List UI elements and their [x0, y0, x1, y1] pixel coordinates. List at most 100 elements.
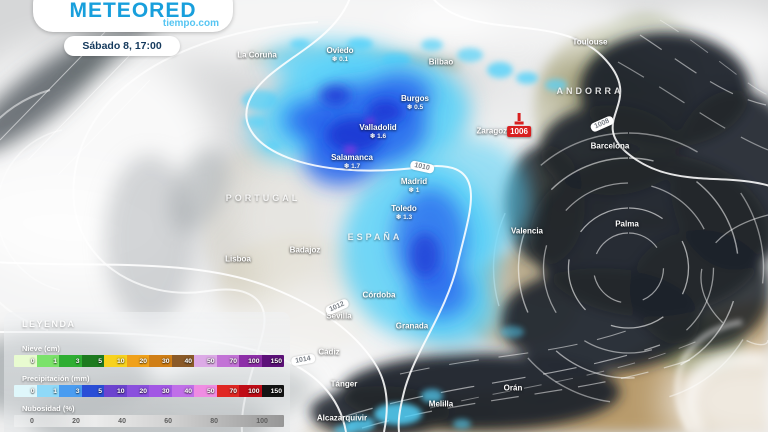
- city-label: Barcelona: [591, 142, 630, 151]
- city-name: Granada: [395, 321, 429, 331]
- city-label: Cádiz: [318, 348, 339, 357]
- city-label: Bilbao: [429, 58, 453, 67]
- pressure-value: 1006: [507, 126, 531, 137]
- legend-scale-segment: 20: [126, 385, 149, 397]
- cloud-scale-tick: 80: [210, 417, 219, 425]
- city-name: Valencia: [510, 226, 544, 236]
- logo-card: METEORED tiempo.com: [33, 0, 233, 32]
- legend-scale-segment: 40: [171, 355, 194, 367]
- city-label: Madrid ❄ 1: [401, 177, 427, 195]
- city-name: Zaragoza: [476, 126, 512, 136]
- legend-panel: LEYENDA Nieve (cm) 0 1 3 5 10 20 30 40 50 70 100 150…: [4, 312, 290, 432]
- legend-scale-segment: 20: [126, 355, 149, 367]
- city-name: Salamanca: [331, 153, 373, 162]
- cloud-scale-tick: 40: [118, 417, 126, 425]
- legend-scale-segment: 150: [261, 355, 284, 367]
- city-name: Bilbao: [428, 57, 454, 67]
- datetime-label: Sábado 8, 17:00: [82, 40, 162, 52]
- legend-scale-segment: 30: [149, 355, 172, 367]
- low-pressure-marker: 1006: [507, 112, 531, 137]
- city-label: Zaragoza: [476, 127, 511, 136]
- city-label: Tánger: [331, 380, 358, 389]
- legend-scale-segment: 0: [14, 355, 37, 367]
- city-label: Granada: [396, 322, 428, 331]
- city-label: La Coruña: [237, 51, 277, 60]
- legend-scale-segment: 30: [149, 385, 172, 397]
- city-label: Salamanca ❄ 1.7: [331, 153, 373, 171]
- city-label: Melilla: [429, 400, 453, 409]
- city-name: Madrid: [400, 177, 428, 186]
- legend-scale-segment: 0: [14, 385, 37, 397]
- legend-cloud-bar: 0 20 40 60 80 100: [14, 415, 284, 427]
- snow-amount: ❄ 1.3: [395, 214, 413, 221]
- legend-scale-segment: 100: [239, 385, 262, 397]
- legend-scale-segment: 100: [239, 355, 262, 367]
- city-label: Sevilla: [326, 312, 351, 321]
- legend-cloud-label: Nubosidad (%): [22, 404, 75, 413]
- city-name: La Coruña: [237, 50, 277, 60]
- cloud-scale-tick: 20: [72, 417, 80, 425]
- country-label: ESPAÑA: [347, 232, 403, 242]
- city-label: Palma: [615, 220, 639, 229]
- city-label: Toulouse: [573, 38, 608, 47]
- streamline-layer: [0, 19, 768, 432]
- snow-amount: ❄ 1.7: [343, 163, 361, 170]
- country-label: ANDORRA: [556, 86, 624, 96]
- legend-scale-bar: 0 1 3 5 10 20 30 40 50 70 100 150: [14, 385, 284, 397]
- city-name: Córdoba: [362, 290, 396, 300]
- snow-amount: ❄ 1: [408, 187, 420, 194]
- city-name: Orán: [503, 383, 523, 393]
- precipitation-layer: [242, 38, 567, 432]
- city-label: Lisboa: [225, 255, 251, 264]
- city-name: Palma: [615, 219, 639, 229]
- city-label: Valencia: [511, 227, 543, 236]
- legend-scale-segment: 70: [216, 385, 239, 397]
- city-label: Valladolid ❄ 1.6: [359, 123, 396, 141]
- legend-scale-segment: 5: [81, 355, 104, 367]
- city-name: Barcelona: [590, 141, 630, 151]
- country-label: PORTUGAL: [225, 193, 301, 203]
- city-name: Toledo: [391, 204, 417, 213]
- city-name: Alcazarquivir: [316, 413, 368, 423]
- cloud-scale-tick: 60: [164, 417, 172, 425]
- legend-scale-segment: 40: [171, 385, 194, 397]
- city-name: Tánger: [330, 379, 358, 389]
- legend-scale-bar: 0 1 3 5 10 20 30 40 50 70 100 150: [14, 355, 284, 367]
- city-label: Burgos ❄ 0.5: [401, 94, 429, 112]
- legend-scale-segment: 150: [261, 385, 284, 397]
- legend-scale-segment: 3: [59, 355, 82, 367]
- city-label: Oviedo ❄ 0.1: [326, 46, 353, 64]
- legend-scale-segment: 1: [36, 385, 59, 397]
- legend-scale-label: Precipitación (mm): [22, 374, 90, 383]
- logo-text: METEORED: [69, 0, 197, 22]
- legend-scale-segment: 70: [216, 355, 239, 367]
- city-label: Alcazarquivir: [317, 414, 367, 423]
- city-name: Cádiz: [318, 347, 340, 357]
- legend-scale-segment: 50: [194, 355, 217, 367]
- city-label: Córdoba: [363, 291, 396, 300]
- city-name: Badajoz: [289, 245, 321, 255]
- city-label: Orán: [504, 384, 523, 393]
- cloud-scale-tick: 100: [256, 417, 268, 425]
- low-pressure-marker-icon: [514, 113, 524, 125]
- snow-amount: ❄ 1.6: [369, 133, 387, 140]
- legend-scale-segment: 1: [36, 355, 59, 367]
- legend-scale-row: Precipitación (mm) 0 1 3 5 10 20 30 40 50 70 100 150: [4, 374, 290, 397]
- snow-amount: ❄ 0.5: [406, 104, 424, 111]
- city-name: Valladolid: [359, 123, 397, 132]
- legend-scale-segment: 10: [104, 385, 127, 397]
- city-name: Sevilla: [326, 311, 352, 321]
- city-name: Burgos: [401, 94, 429, 103]
- cloud-scale-tick: 0: [30, 417, 34, 425]
- legend-scale-segment: 3: [59, 385, 82, 397]
- snow-amount: ❄ 0.1: [331, 56, 349, 63]
- city-label: Badajoz: [290, 246, 321, 255]
- datetime-pill: Sábado 8, 17:00: [64, 36, 180, 56]
- city-label: Toledo ❄ 1.3: [391, 204, 417, 222]
- legend-scale-segment: 5: [81, 385, 104, 397]
- legend-scale-segment: 50: [194, 385, 217, 397]
- legend-cloud-row: Nubosidad (%) 0 20 40 60 80 100: [4, 404, 290, 427]
- logo-subtext: tiempo.com: [162, 18, 219, 29]
